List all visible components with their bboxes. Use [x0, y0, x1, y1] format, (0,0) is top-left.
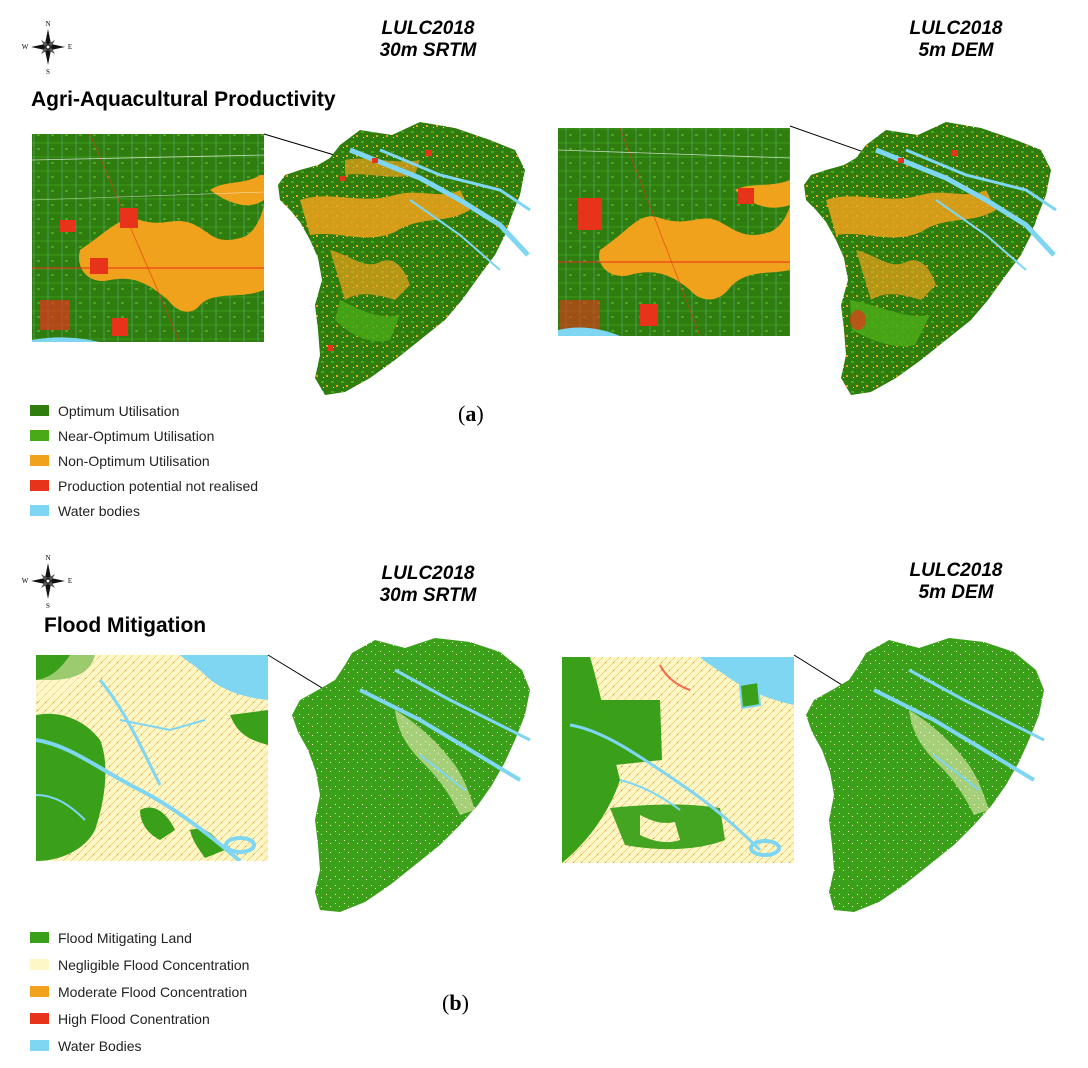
legend-item: Water bodies	[30, 498, 258, 523]
panel-b-section-title: Flood Mitigation	[44, 614, 207, 637]
legend-item: Production potential not realised	[30, 473, 258, 498]
legend-swatch	[30, 505, 49, 516]
legend-swatch	[30, 1040, 49, 1051]
panel-a-label: (a)	[458, 401, 484, 426]
legend-swatch	[30, 986, 49, 997]
panel-a-region-dem	[804, 122, 1057, 395]
panel-a-section-title: Agri-Aquacultural Productivity	[31, 88, 336, 111]
panel-a-legend: Optimum Utilisation Near-Optimum Utilisa…	[30, 398, 258, 523]
legend-item: Water Bodies	[30, 1032, 249, 1059]
panel-b-inset-dem	[562, 657, 794, 863]
compass-w: W	[22, 43, 29, 51]
panel-a-region-srtm	[278, 122, 531, 395]
legend-swatch	[30, 932, 49, 943]
compass-rose-icon: N S W E	[22, 18, 74, 76]
legend-swatch	[30, 405, 49, 416]
legend-swatch	[30, 430, 49, 441]
compass-n: N	[45, 554, 50, 562]
panel-b-legend: Flood Mitigating Land Negligible Flood C…	[30, 924, 249, 1059]
compass-w: W	[22, 577, 29, 585]
legend-item: Moderate Flood Concentration	[30, 978, 249, 1005]
compass-s: S	[46, 602, 50, 610]
legend-swatch	[30, 1013, 49, 1024]
compass-s: S	[46, 68, 50, 76]
legend-item: Near-Optimum Utilisation	[30, 423, 258, 448]
panel-b-region-srtm	[292, 638, 531, 912]
panel-a-col2-title: LULC2018 5m DEM	[909, 18, 1003, 61]
panel-a-inset-dem	[558, 128, 790, 336]
panel-b-col2-title: LULC2018 5m DEM	[909, 560, 1003, 603]
legend-swatch	[30, 480, 49, 491]
panel-b-label: (b)	[442, 990, 469, 1015]
legend-item: Flood Mitigating Land	[30, 924, 249, 951]
compass-e: E	[68, 43, 72, 51]
panel-b-inset-srtm	[36, 655, 268, 861]
legend-item: Negligible Flood Concentration	[30, 951, 249, 978]
compass-n: N	[45, 20, 50, 28]
legend-item: Non-Optimum Utilisation	[30, 448, 258, 473]
panel-b-maps	[36, 638, 1045, 912]
compass-rose-icon: N S W E	[22, 552, 74, 610]
legend-swatch	[30, 455, 49, 466]
compass-e: E	[68, 577, 72, 585]
panel-a-maps	[32, 122, 1057, 395]
legend-swatch	[30, 959, 49, 970]
legend-item: High Flood Conentration	[30, 1005, 249, 1032]
panel-a-inset-srtm	[32, 134, 264, 342]
panel-b-col1-title: LULC2018 30m SRTM	[379, 563, 477, 606]
panel-a-col1-title: LULC2018 30m SRTM	[379, 18, 477, 61]
panel-b-region-dem	[806, 638, 1045, 912]
legend-item: Optimum Utilisation	[30, 398, 258, 423]
